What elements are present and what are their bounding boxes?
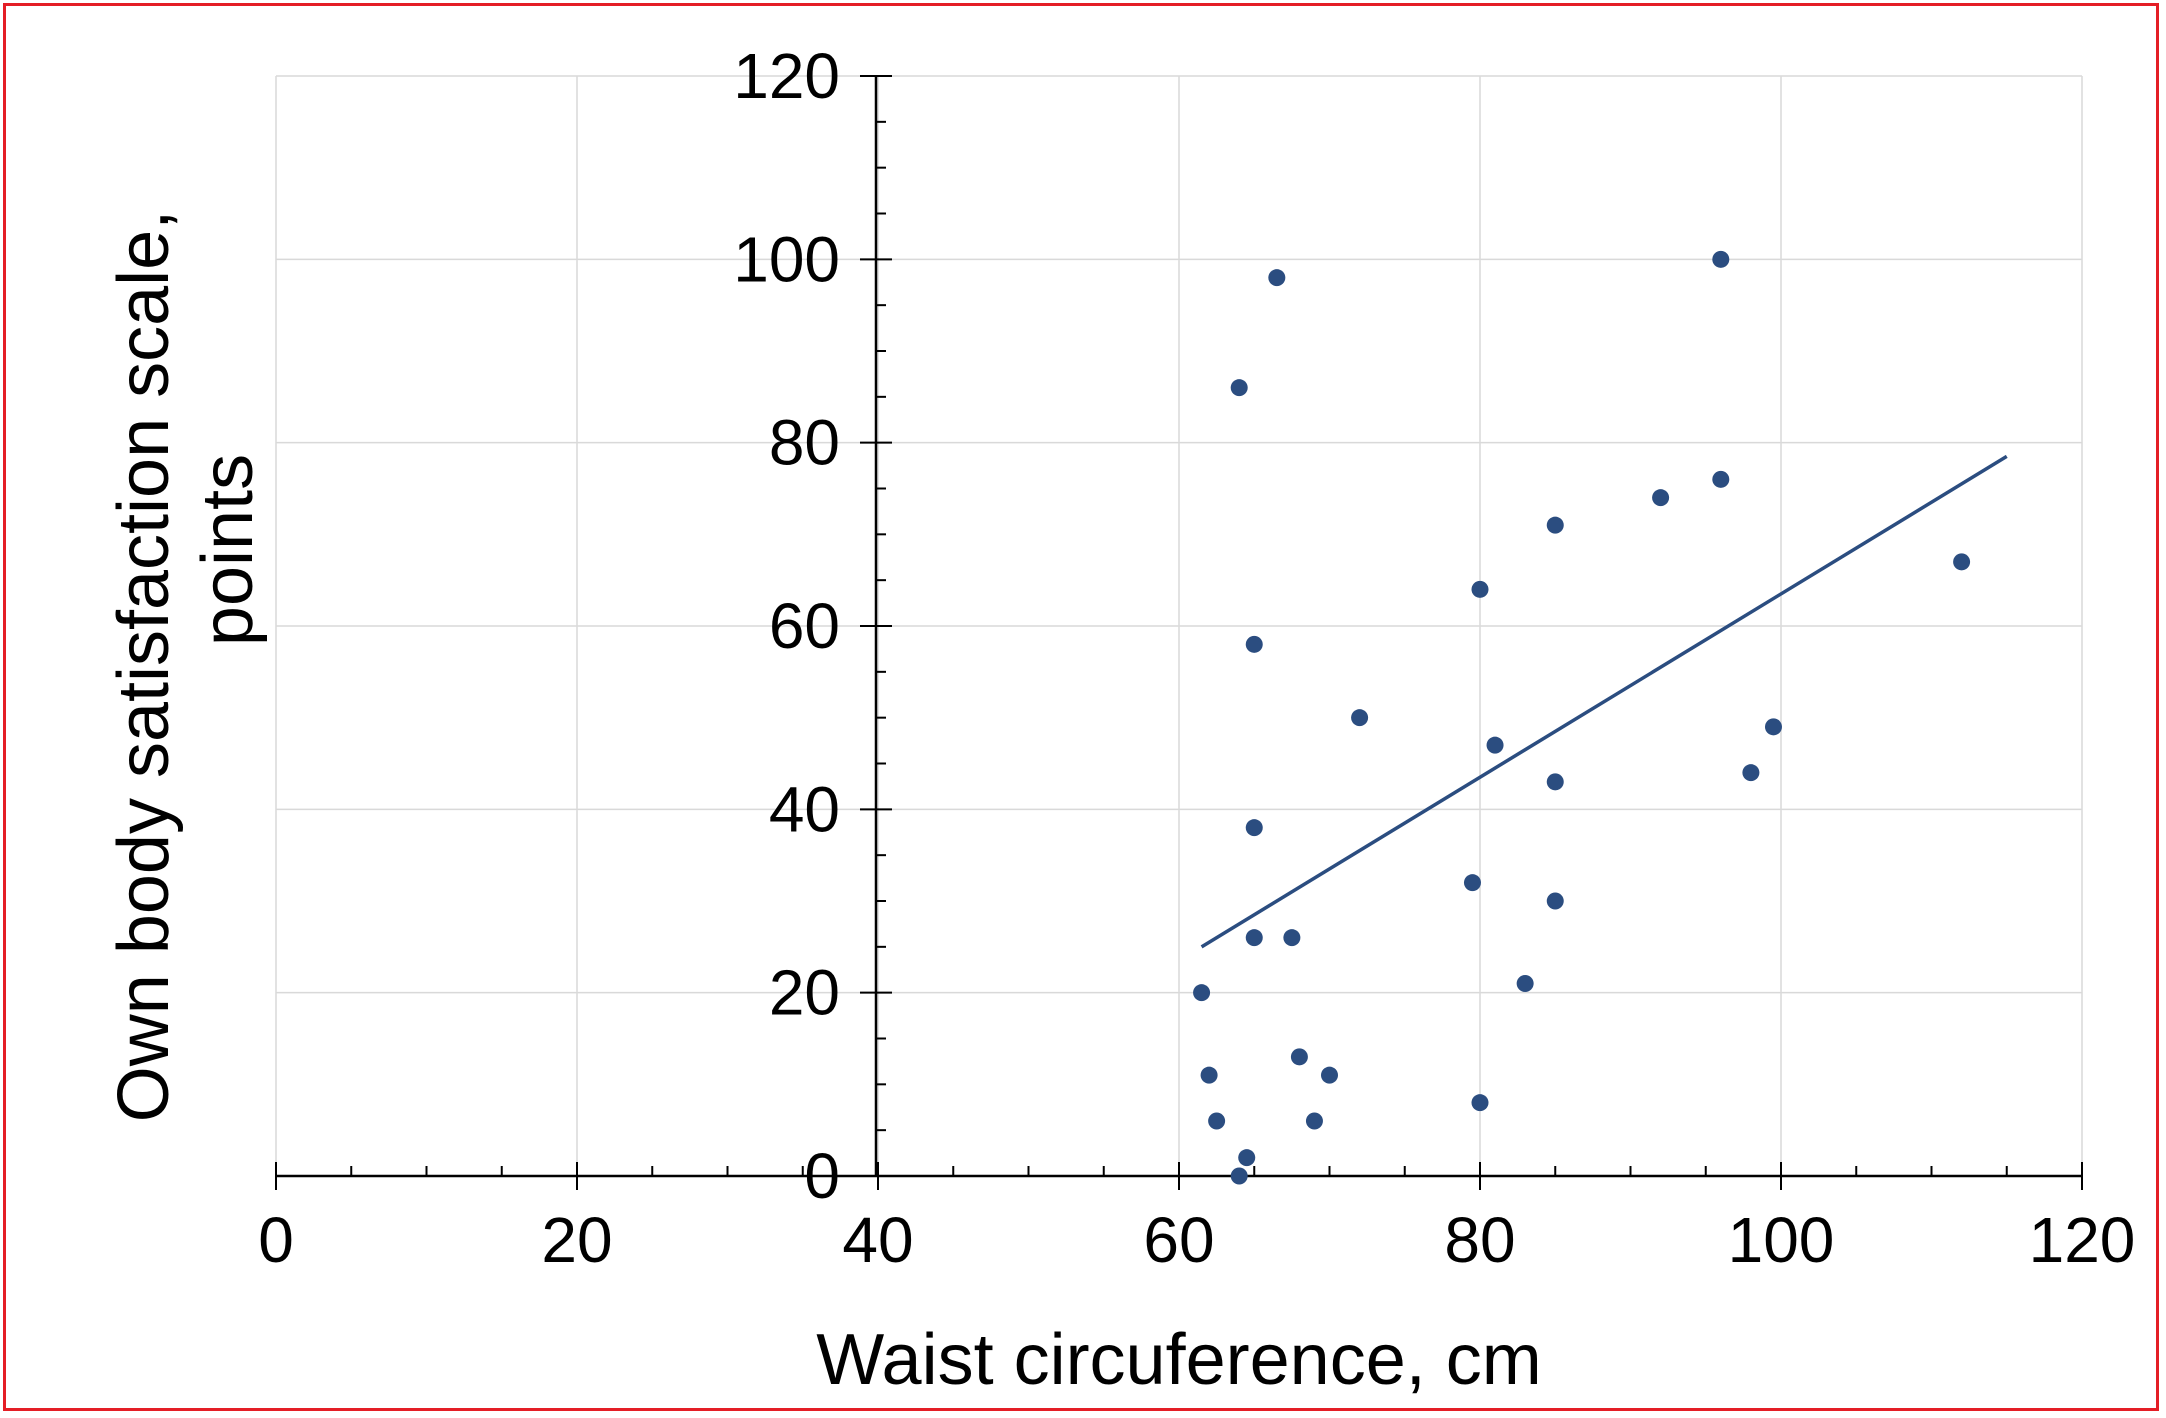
data-point-6: [1245, 635, 1263, 653]
data-point-17: [1471, 1094, 1489, 1112]
data-point-15: [1463, 874, 1481, 892]
data-point-2: [1208, 1112, 1226, 1130]
trendline: [1200, 454, 2008, 949]
y-tick-label-20: 20: [769, 957, 840, 1029]
data-point-18: [1486, 736, 1504, 754]
tick-labels: 0 20 40 60 80 100 120 0 20 40 60 80 100 120: [258, 40, 2135, 1276]
data-point-28: [1953, 553, 1971, 571]
data-point-13: [1321, 1066, 1338, 1084]
data-point-12: [1305, 1112, 1323, 1130]
data-point-24: [1712, 250, 1730, 268]
data-point-1: [1200, 1066, 1218, 1084]
data-point-20: [1546, 516, 1564, 534]
x-axis-title: Waist circuference, cm: [816, 1320, 1541, 1400]
y-tick-label-120: 120: [733, 40, 840, 112]
y-tick-label-80: 80: [769, 407, 840, 479]
y-tick-label-40: 40: [769, 773, 840, 845]
data-point-11: [1290, 1048, 1308, 1066]
y-tick-label-60: 60: [769, 590, 840, 662]
data-point-10: [1283, 929, 1301, 947]
data-point-19: [1516, 975, 1534, 992]
data-points: [1193, 250, 1971, 1185]
x-tick-label-0: 0: [258, 1204, 294, 1276]
data-point-27: [1764, 718, 1782, 736]
x-tick-label-40: 40: [842, 1204, 913, 1276]
data-point-8: [1245, 929, 1263, 947]
x-tick-label-20: 20: [541, 1204, 612, 1276]
grid: [275, 75, 2083, 1177]
data-point-3: [1230, 1167, 1248, 1185]
data-point-25: [1712, 470, 1730, 488]
data-point-9: [1268, 269, 1286, 287]
y-axis-title-line-2: points: [188, 454, 268, 646]
y-tick-label-100: 100: [733, 223, 840, 295]
data-point-22: [1546, 892, 1564, 910]
x-tick-label-60: 60: [1143, 1204, 1214, 1276]
y-tick-label-0: 0: [804, 1140, 840, 1212]
data-point-14: [1351, 709, 1369, 727]
x-tick-label-120: 120: [2029, 1204, 2136, 1276]
axes: [275, 75, 2083, 1190]
data-point-26: [1742, 764, 1760, 782]
x-tick-label-100: 100: [1728, 1204, 1835, 1276]
y-axis-title-line-1: Own body satisfaction scale,: [104, 210, 184, 1122]
data-point-23: [1652, 489, 1670, 507]
data-point-21: [1546, 773, 1564, 791]
data-point-16: [1471, 580, 1489, 598]
data-point-0: [1193, 984, 1211, 1002]
data-point-7: [1245, 819, 1263, 837]
x-tick-label-80: 80: [1444, 1204, 1515, 1276]
data-point-5: [1238, 1149, 1256, 1167]
data-point-4: [1230, 379, 1248, 397]
